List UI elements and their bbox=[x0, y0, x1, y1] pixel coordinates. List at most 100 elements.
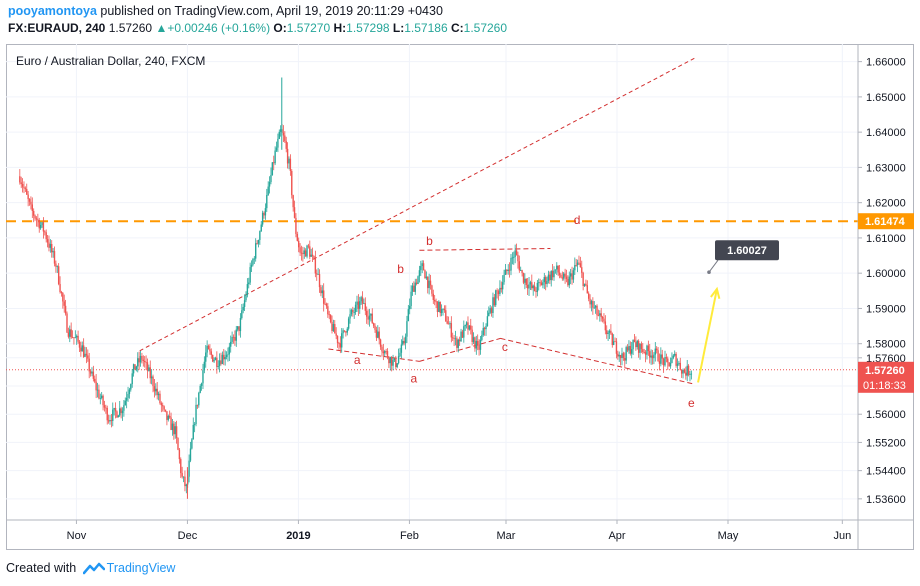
wave-label: d bbox=[574, 213, 581, 227]
candle-body bbox=[553, 270, 555, 278]
candle-body bbox=[259, 231, 261, 240]
candle-body bbox=[554, 269, 557, 271]
candle-body bbox=[205, 352, 207, 362]
candle-body bbox=[624, 358, 626, 361]
candle-body bbox=[266, 194, 268, 209]
candle-body bbox=[495, 290, 497, 306]
candle-body bbox=[479, 339, 482, 350]
candle-body bbox=[520, 270, 522, 272]
candle-body bbox=[643, 352, 645, 353]
candle-body bbox=[425, 276, 428, 279]
candle-body bbox=[644, 352, 647, 355]
candle-body bbox=[24, 188, 27, 190]
candle-body bbox=[131, 373, 133, 385]
price-tick-label: 1.66000 bbox=[866, 57, 906, 69]
resistance-price-tag bbox=[858, 213, 914, 230]
candle-body bbox=[476, 341, 479, 345]
candle-body bbox=[156, 388, 158, 396]
candle-body bbox=[493, 297, 496, 306]
candle-body bbox=[679, 362, 681, 370]
candle-body bbox=[306, 245, 308, 257]
candle-body bbox=[35, 218, 38, 220]
candle-body bbox=[513, 256, 515, 258]
price-axis[interactable]: 1.536001.544001.552001.560001.568001.576… bbox=[857, 44, 914, 550]
price-tick-label: 1.54400 bbox=[866, 466, 906, 478]
candle-body bbox=[601, 317, 604, 319]
candle-body bbox=[485, 326, 487, 330]
chart-frame[interactable]: a b a b c d e 1.60027 1.53600 1.54400 1.55200 1.56… bbox=[6, 44, 914, 550]
candle-body bbox=[456, 338, 458, 348]
candle-body bbox=[386, 351, 389, 358]
candle-body bbox=[214, 357, 217, 360]
candle-body bbox=[658, 361, 661, 364]
candle-body bbox=[32, 210, 35, 216]
candle-body bbox=[166, 411, 168, 420]
candle-body bbox=[256, 243, 258, 245]
candle-body bbox=[310, 254, 312, 257]
triangle-pattern-line bbox=[419, 248, 551, 251]
candle-body bbox=[660, 354, 662, 364]
last-price: 1.57260 bbox=[108, 21, 153, 35]
candle-body bbox=[145, 361, 147, 363]
candle-body bbox=[44, 231, 46, 233]
candle-body bbox=[103, 405, 106, 408]
candle-body bbox=[486, 316, 489, 327]
triangle-pattern-line bbox=[419, 337, 501, 362]
candle-body bbox=[223, 354, 225, 360]
tradingview-brand[interactable]: TradingView bbox=[106, 561, 176, 575]
candle-body bbox=[160, 403, 163, 406]
candle-body bbox=[175, 426, 178, 438]
open-value: 1.57270 bbox=[286, 21, 331, 35]
candle-body bbox=[518, 261, 521, 271]
wave-label: a bbox=[411, 371, 418, 385]
triangle-pattern-line bbox=[500, 337, 695, 385]
candle-body bbox=[242, 306, 244, 311]
candle-body bbox=[403, 340, 405, 344]
candle-body bbox=[594, 305, 597, 308]
candle-body bbox=[650, 355, 652, 358]
candle-body bbox=[209, 349, 211, 352]
candle-body bbox=[536, 282, 539, 293]
candles bbox=[19, 77, 693, 499]
candle-body bbox=[231, 336, 233, 342]
candle-body bbox=[167, 415, 169, 420]
author-link[interactable]: pooyamontoya bbox=[8, 4, 97, 18]
candle-body bbox=[503, 274, 505, 283]
candle-body bbox=[76, 335, 78, 338]
candle-body bbox=[110, 419, 113, 421]
candle-body bbox=[427, 276, 429, 289]
time-axis[interactable]: Nov Dec 2019 Feb Mar Apr May Jun bbox=[6, 519, 914, 542]
candle-body bbox=[339, 343, 342, 348]
candle-body bbox=[64, 305, 67, 314]
candle-body bbox=[365, 310, 368, 317]
candle-body bbox=[524, 278, 526, 283]
candle-body bbox=[413, 285, 415, 292]
candle-body bbox=[196, 404, 199, 406]
candle-body bbox=[39, 225, 42, 229]
wave-label: b bbox=[426, 234, 433, 248]
candle-body bbox=[363, 303, 365, 305]
time-tick-label: Dec bbox=[178, 530, 198, 542]
candle-body bbox=[125, 397, 128, 401]
candle-body bbox=[669, 362, 672, 367]
candle-body bbox=[42, 222, 45, 232]
candle-body bbox=[517, 254, 519, 262]
candle-body bbox=[148, 367, 150, 371]
candle-body bbox=[21, 183, 24, 187]
candle-body bbox=[241, 310, 243, 318]
countdown-label: 01:18:33 bbox=[863, 380, 906, 392]
candle-body bbox=[193, 424, 196, 425]
candle-body bbox=[450, 323, 453, 338]
candle-body bbox=[285, 141, 287, 149]
tradingview-logo-icon bbox=[82, 562, 105, 575]
candle-body bbox=[542, 282, 544, 286]
candle-body bbox=[71, 337, 74, 339]
candle-body bbox=[182, 476, 185, 478]
candle-body bbox=[106, 407, 108, 421]
price-chart[interactable]: a b a b c d e 1.60027 1.53600 1.54400 1.55200 1.56… bbox=[6, 44, 914, 550]
candle-body bbox=[382, 351, 385, 354]
candle-body bbox=[202, 370, 204, 384]
close-value: 1.57260 bbox=[463, 21, 508, 35]
candle-body bbox=[361, 297, 364, 304]
candle-body bbox=[249, 267, 251, 283]
